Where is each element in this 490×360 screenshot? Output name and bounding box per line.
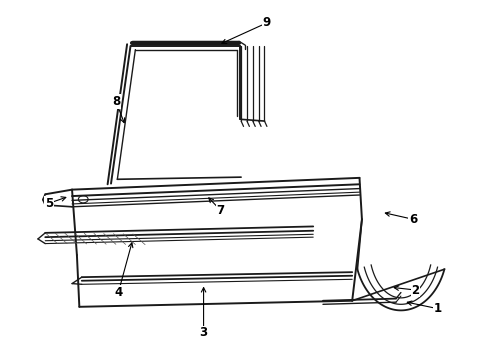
Text: 1: 1 [433, 302, 441, 315]
Text: 6: 6 [409, 213, 417, 226]
Text: 8: 8 [112, 95, 120, 108]
Text: 9: 9 [263, 16, 271, 29]
Text: 4: 4 [114, 286, 122, 299]
Text: 5: 5 [45, 197, 53, 210]
Text: 3: 3 [199, 327, 208, 339]
Text: 7: 7 [217, 204, 225, 217]
Text: 2: 2 [412, 284, 419, 297]
